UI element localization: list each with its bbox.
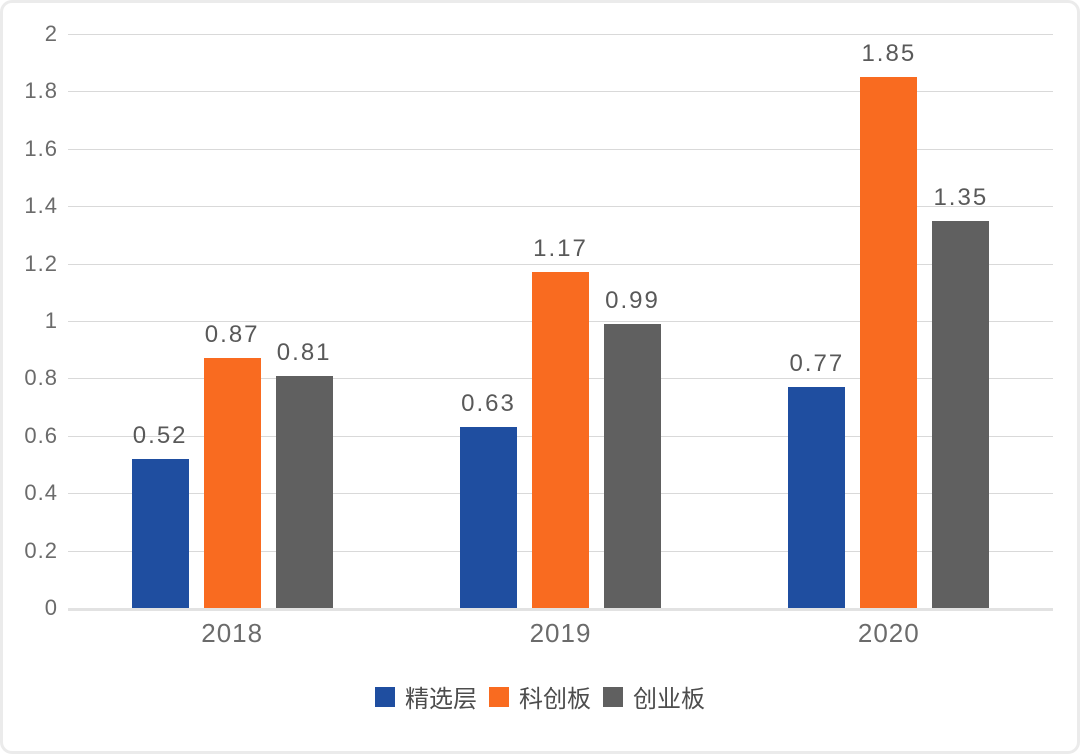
gridline — [68, 91, 1053, 93]
y-tick-label: 2 — [44, 21, 58, 46]
bar-2018-series-2: 0.87 — [203, 321, 261, 608]
legend-item-3: 创业板 — [603, 679, 705, 714]
plot-area: 0.52 0.87 0.81 0.63 1.17 0.99 0.77 1.85 1.35 — [68, 34, 1053, 611]
bar-2019-series-2: 1.17 — [531, 235, 589, 608]
y-tick-label: 1.4 — [24, 193, 58, 219]
legend-item-1: 精选层 — [375, 679, 477, 714]
y-tick-label: 0.2 — [24, 537, 58, 563]
x-axis-line — [68, 608, 1053, 611]
y-tick-label: 0 — [44, 595, 58, 620]
y-tick-label: 1 — [44, 308, 58, 333]
bar-2018-series-1: 0.52 — [131, 422, 189, 608]
bar-groups: 0.52 0.87 0.81 0.63 1.17 0.99 0.77 1.85 1.35 — [68, 34, 1053, 608]
bar-group-2019: 0.63 1.17 0.99 — [396, 34, 724, 608]
bar-2018-series-3: 0.81 — [275, 339, 333, 608]
bar-value-label: 0.87 — [204, 321, 260, 349]
y-tick-label: 0.6 — [24, 422, 58, 448]
bar-2020-series-1: 0.77 — [788, 350, 846, 608]
gridline — [68, 34, 1053, 35]
legend-item-2: 科创板 — [489, 679, 591, 714]
bar-value-label: 1.17 — [533, 235, 588, 263]
gridline — [68, 263, 1053, 265]
legend-label: 创业板 — [633, 686, 705, 713]
bar-value-label: 0.52 — [132, 421, 188, 449]
y-tick-label: 1.2 — [24, 250, 58, 276]
bar-value-label: 1.35 — [933, 183, 989, 211]
bar-2020-series-3: 1.35 — [932, 184, 990, 608]
bar-group-2020: 0.77 1.85 1.35 — [725, 34, 1053, 608]
gridline — [68, 148, 1053, 150]
bar-group-2018: 0.52 0.87 0.81 — [68, 34, 396, 608]
legend-label: 科创板 — [519, 686, 591, 713]
bar-value-label: 0.77 — [789, 350, 845, 378]
y-tick-label: 1.8 — [24, 78, 58, 104]
bar-value-label: 0.63 — [461, 390, 516, 418]
legend-label: 精选层 — [405, 686, 477, 713]
legend-swatch-icon — [603, 686, 623, 707]
bar-value-label: 0.81 — [276, 338, 332, 366]
x-axis-label-2018: 2018 — [201, 618, 264, 648]
x-axis-label-2019: 2019 — [529, 618, 592, 648]
gridline — [68, 206, 1053, 208]
y-tick-label: 0.8 — [24, 365, 58, 391]
legend: 精选层 科创板 创业板 — [3, 679, 1077, 714]
y-tick-label: 0.4 — [24, 480, 58, 506]
bar-value-label: 1.85 — [861, 40, 917, 68]
bar-2019-series-3: 0.99 — [603, 287, 661, 608]
bar-value-label: 0.99 — [605, 286, 660, 314]
y-axis: 2 1.8 1.6 1.4 1.2 1 0.8 0.6 0.4 0.2 0 — [3, 21, 58, 620]
bar-2020-series-2: 1.85 — [860, 40, 918, 608]
y-tick-label: 1.6 — [24, 135, 58, 161]
x-axis-label-2020: 2020 — [857, 618, 920, 648]
legend-swatch-icon — [375, 686, 395, 707]
legend-swatch-icon — [489, 686, 509, 707]
bar-2019-series-1: 0.63 — [459, 390, 517, 608]
x-axis: 2018 2019 2020 — [68, 618, 1053, 649]
